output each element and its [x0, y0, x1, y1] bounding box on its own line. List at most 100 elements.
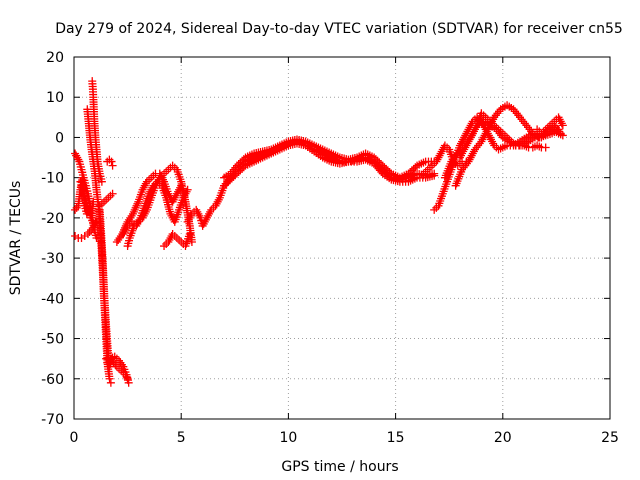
data-point: [165, 236, 174, 245]
data-point: [466, 153, 475, 162]
data-point: [458, 149, 467, 158]
data-point: [520, 119, 529, 128]
data-point: [214, 195, 223, 204]
data-point: [463, 139, 472, 148]
data-point: [129, 207, 138, 216]
data-point: [166, 209, 175, 218]
data-point: [523, 123, 532, 132]
x-tick-label: 25: [601, 430, 619, 446]
data-point: [195, 211, 204, 220]
data-point: [116, 358, 125, 367]
data-point: [212, 199, 221, 208]
data-marks: [71, 77, 567, 387]
data-point: [554, 113, 563, 122]
data-point: [140, 209, 149, 218]
data-point: [430, 205, 439, 214]
data-point: [152, 179, 161, 188]
data-point: [512, 109, 521, 118]
data-point: [97, 177, 106, 186]
data-point: [102, 195, 111, 204]
data-point: [139, 211, 148, 220]
data-point: [105, 374, 114, 383]
data-point: [428, 161, 437, 170]
data-point: [185, 213, 194, 222]
data-point: [177, 238, 186, 247]
data-point: [541, 143, 550, 152]
y-tick-label: 20: [46, 50, 64, 66]
data-point: [525, 125, 534, 134]
data-point: [108, 189, 117, 198]
data-point: [491, 111, 500, 120]
data-point: [519, 117, 528, 126]
data-point: [522, 121, 531, 130]
data-point: [192, 205, 201, 214]
x-tick-label: 0: [70, 430, 79, 446]
data-point: [108, 161, 117, 170]
y-tick-label: -20: [41, 211, 64, 227]
data-point: [164, 165, 173, 174]
data-point: [85, 227, 94, 236]
data-point: [478, 135, 487, 144]
data-point: [194, 209, 203, 218]
data-point: [436, 149, 445, 158]
data-point: [469, 127, 478, 136]
data-point: [128, 209, 137, 218]
data-point: [527, 127, 536, 136]
data-point: [484, 123, 493, 132]
data-point: [204, 211, 212, 220]
data-point: [470, 145, 479, 154]
data-point: [173, 187, 182, 196]
data-point: [490, 113, 499, 122]
data-point: [141, 179, 150, 188]
data-point: [172, 189, 181, 198]
data-point: [472, 123, 480, 132]
x-tick-label: 5: [177, 430, 186, 446]
data-point: [468, 149, 477, 158]
data-point: [130, 205, 139, 214]
data-point: [555, 115, 564, 124]
data-point: [132, 201, 141, 210]
data-point: [434, 153, 443, 162]
data-point: [467, 151, 476, 160]
data-point: [111, 360, 120, 369]
data-point: [104, 193, 113, 202]
grid-layer: [74, 57, 610, 419]
data-point: [76, 177, 85, 186]
data-point: [169, 195, 178, 204]
data-point: [205, 209, 214, 218]
data-point: [106, 378, 115, 387]
data-point: [198, 221, 207, 230]
data-point: [533, 125, 542, 134]
data-point: [533, 141, 542, 150]
data-point: [489, 139, 498, 148]
data-point: [153, 177, 162, 186]
data-point: [487, 135, 496, 144]
data-point: [151, 181, 160, 190]
data-point: [74, 155, 83, 164]
data-point: [199, 219, 208, 228]
data-point: [200, 217, 209, 226]
data-point: [170, 193, 179, 202]
data-point: [206, 207, 215, 216]
data-point: [465, 135, 474, 144]
data-point: [558, 121, 567, 130]
data-point: [472, 143, 481, 152]
data-point: [423, 165, 432, 174]
data-point: [162, 167, 171, 176]
data-point: [83, 229, 92, 238]
data-point: [72, 151, 81, 160]
data-point: [461, 143, 470, 152]
data-point: [120, 227, 129, 236]
data-point: [167, 211, 176, 220]
data-point: [71, 205, 80, 214]
tick-labels: 0 5 10 15 20 25 -70 -60 -50 -40 -30 -20 -10 0 10 20: [41, 50, 619, 446]
y-tick-label: -40: [41, 291, 64, 307]
data-point: [109, 358, 118, 367]
data-point: [106, 191, 115, 200]
data-point: [140, 181, 149, 190]
data-point: [432, 157, 441, 166]
data-point: [469, 147, 478, 156]
data-point: [122, 372, 131, 381]
data-point: [430, 171, 439, 180]
data-point: [154, 175, 163, 184]
